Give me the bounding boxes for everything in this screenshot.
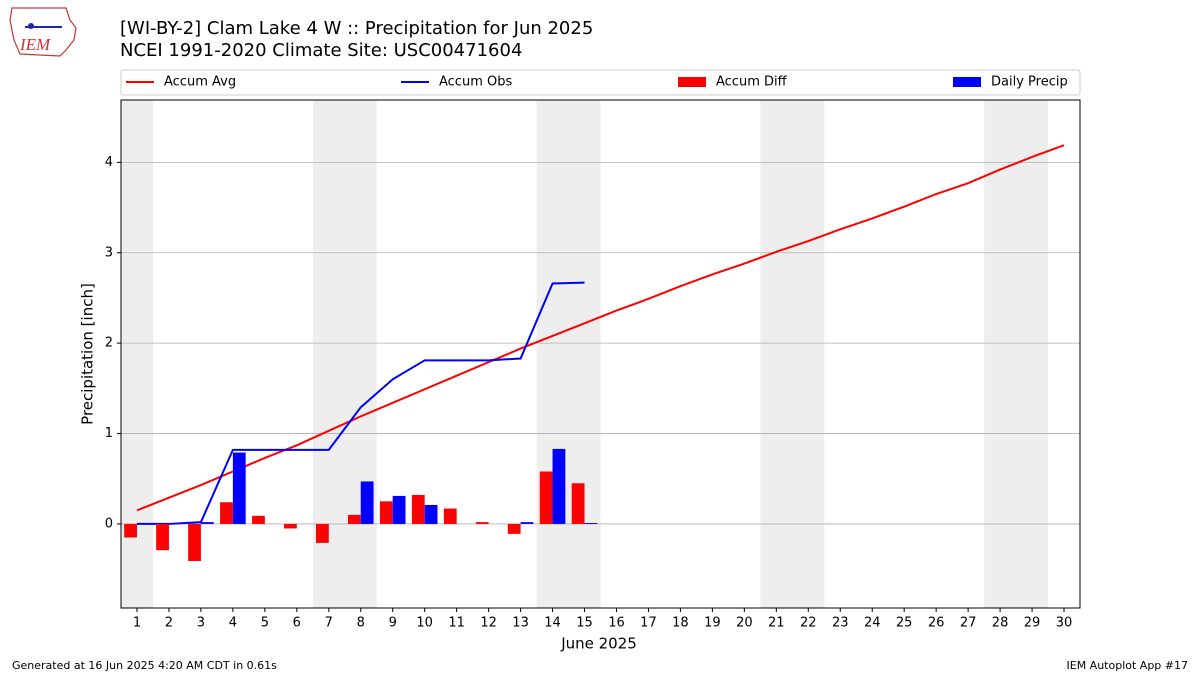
x-tick-label: 23 <box>832 616 849 631</box>
chart-subtitle: NCEI 1991-2020 Climate Site: USC00471604 <box>120 40 522 61</box>
legend-label: Accum Diff <box>716 75 788 90</box>
legend-swatch <box>678 77 706 87</box>
bar <box>232 452 246 524</box>
x-tick-label: 24 <box>864 616 881 631</box>
bar <box>539 471 553 524</box>
x-tick-label: 17 <box>640 616 657 631</box>
bar <box>315 523 329 543</box>
x-tick-label: 11 <box>448 616 465 631</box>
x-tick-label: 20 <box>736 616 753 631</box>
weekend-shade <box>760 100 825 608</box>
weekend-shade <box>984 100 1049 608</box>
x-tick-label: 14 <box>544 616 561 631</box>
y-tick-label: 1 <box>105 426 113 441</box>
y-tick-label: 0 <box>105 516 113 531</box>
logo-text: IEM <box>19 35 51 54</box>
x-tick-label: 7 <box>325 616 333 631</box>
bar <box>156 523 169 551</box>
logo: IEM <box>9 7 77 57</box>
legend-swatch <box>953 77 981 87</box>
x-tick-label: 28 <box>992 616 1009 631</box>
legend-label: Daily Precip <box>991 75 1068 90</box>
x-tick-label: 10 <box>416 616 433 631</box>
line <box>136 144 1065 512</box>
y-tick-label: 3 <box>105 245 113 260</box>
x-tick-label: 13 <box>512 616 529 631</box>
y-axis-label: Precipitation [inch] <box>79 283 97 425</box>
bar <box>552 448 566 524</box>
x-tick-label: 4 <box>229 616 237 631</box>
x-tick-label: 25 <box>896 616 913 631</box>
footer-left: Generated at 16 Jun 2025 4:20 AM CDT in … <box>12 659 277 672</box>
x-tick-label: 2 <box>165 616 173 631</box>
bar <box>392 495 406 524</box>
x-tick-label: 29 <box>1024 616 1041 631</box>
bar <box>424 504 438 524</box>
bar <box>200 522 214 524</box>
footer-right: IEM Autoplot App #17 <box>1067 659 1189 672</box>
legend-label: Accum Obs <box>439 75 512 90</box>
x-tick-label: 30 <box>1056 616 1073 631</box>
x-tick-label: 9 <box>389 616 397 631</box>
bar <box>360 481 374 524</box>
y-tick-label: 4 <box>105 155 113 170</box>
x-tick-label: 5 <box>261 616 269 631</box>
x-tick-label: 19 <box>704 616 721 631</box>
x-tick-label: 18 <box>672 616 689 631</box>
x-tick-label: 26 <box>928 616 945 631</box>
bar <box>379 501 393 524</box>
x-tick-label: 8 <box>357 616 365 631</box>
x-tick-label: 22 <box>800 616 817 631</box>
bar <box>411 495 425 524</box>
bar <box>188 523 201 561</box>
bar <box>347 514 361 524</box>
weekend-shade <box>536 100 601 608</box>
x-tick-label: 3 <box>197 616 205 631</box>
x-tick-label: 27 <box>960 616 977 631</box>
x-tick-label: 6 <box>293 616 301 631</box>
bar <box>252 515 265 524</box>
bar <box>571 483 585 524</box>
bar <box>507 523 521 534</box>
x-tick-label: 12 <box>480 616 497 631</box>
plot-frame <box>120 99 1081 609</box>
legend-label: Accum Avg <box>164 75 236 90</box>
line <box>136 281 585 525</box>
x-axis-label: June 2025 <box>560 635 637 653</box>
bar <box>124 523 137 538</box>
bar <box>520 522 534 524</box>
x-tick-label: 16 <box>608 616 625 631</box>
bar <box>475 522 489 524</box>
bar <box>584 523 598 524</box>
y-tick-label: 2 <box>105 336 113 351</box>
x-tick-label: 15 <box>576 616 593 631</box>
bar <box>443 508 457 524</box>
legend-box <box>120 69 1081 96</box>
bar <box>220 502 233 524</box>
x-tick-label: 21 <box>768 616 785 631</box>
chart-title: [WI-BY-2] Clam Lake 4 W :: Precipitation… <box>120 18 593 39</box>
x-tick-label: 1 <box>133 616 141 631</box>
bar <box>284 523 297 529</box>
